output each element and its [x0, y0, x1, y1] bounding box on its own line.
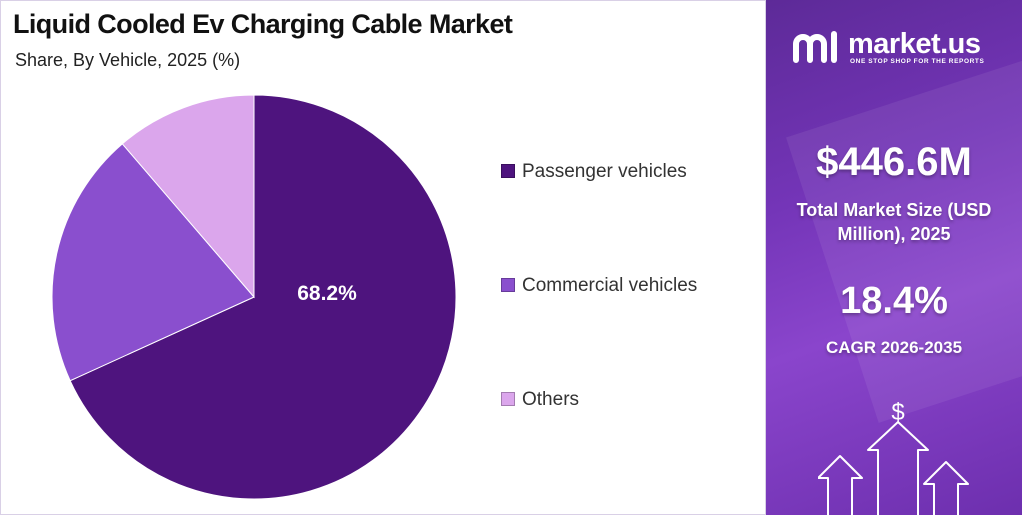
legend-item: Others — [501, 389, 579, 411]
brand-logo: market.us ONE STOP SHOP FOR THE REPORTS — [790, 28, 1010, 70]
legend-swatch — [501, 278, 515, 292]
market-us-logo-icon — [793, 31, 837, 63]
chart-subtitle: Share, By Vehicle, 2025 (%) — [15, 50, 241, 70]
legend-label: Commercial vehicles — [522, 275, 698, 296]
cagr-label: CAGR 2026-2035 — [825, 338, 963, 357]
dollar-growth-arrows-icon: $ — [818, 400, 969, 515]
legend-item: Passenger vehicles — [501, 161, 687, 183]
market-size-label: Total Market Size (USD Million), 2025 — [796, 200, 992, 244]
pie-data-label: 68.2% — [297, 282, 357, 305]
legend-label: Passenger vehicles — [522, 161, 687, 182]
market-size-value: $446.6M — [816, 140, 972, 184]
pie-slice-commercial-vehicles — [51, 143, 255, 382]
chart-panel: Liquid Cooled Ev Charging Cable Market S… — [0, 0, 766, 515]
pie-slice-passenger-vehicles — [69, 94, 457, 500]
legend-swatch — [501, 164, 515, 178]
pie-slice-others — [121, 94, 255, 299]
brand-tagline: ONE STOP SHOP FOR THE REPORTS — [850, 58, 985, 65]
pie-chart: 68.2% — [51, 94, 457, 500]
summary-panel: market.us ONE STOP SHOP FOR THE REPORTS … — [766, 0, 1022, 515]
svg-text:$: $ — [891, 400, 904, 426]
legend-item: Commercial vehicles — [501, 275, 697, 297]
legend-label: Others — [522, 389, 580, 410]
brand-name: market.us — [848, 28, 981, 60]
chart-title: Liquid Cooled Ev Charging Cable Market — [13, 9, 513, 39]
legend-swatch — [501, 392, 515, 406]
cagr-value: 18.4% — [840, 280, 948, 322]
